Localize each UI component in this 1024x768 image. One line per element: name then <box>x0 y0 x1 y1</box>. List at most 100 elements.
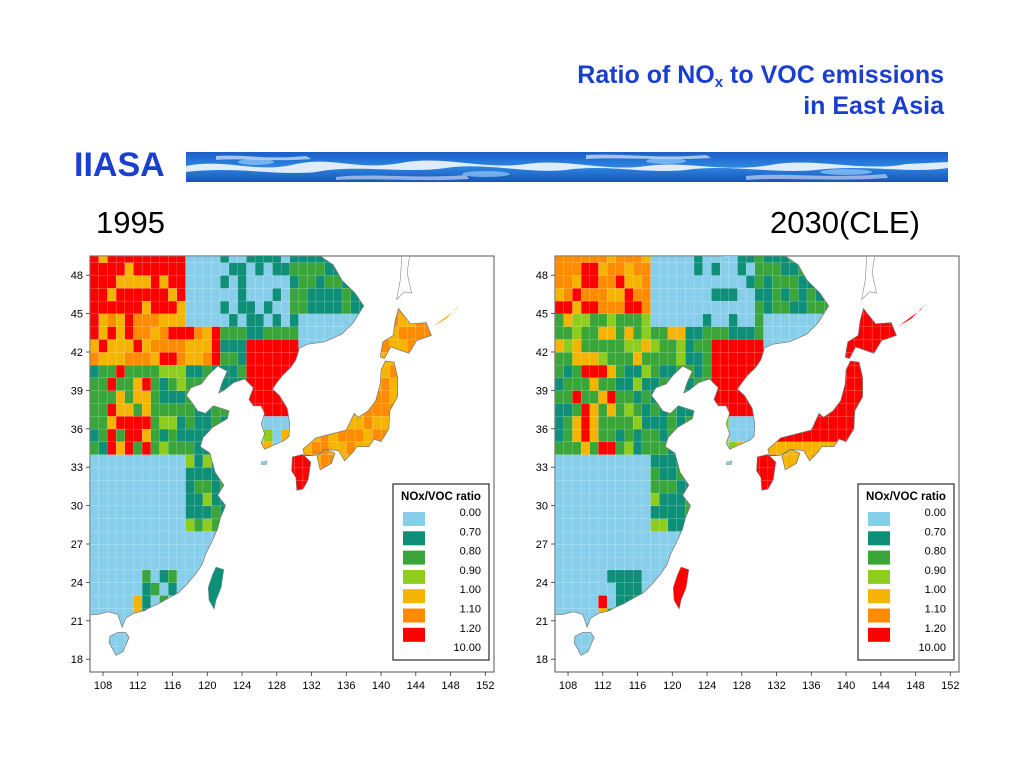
grid-cell <box>555 287 565 302</box>
grid-cell <box>194 287 204 302</box>
grid-cell <box>589 441 599 455</box>
legend-value: 10.00 <box>918 642 946 654</box>
grid-cell <box>580 326 591 340</box>
grid-cell <box>272 339 282 353</box>
grid-cell <box>141 428 152 443</box>
grid-cell <box>272 300 282 315</box>
grid-cell <box>572 313 582 327</box>
grid-cell <box>863 326 873 340</box>
grid-cell <box>693 262 704 276</box>
grid-cell <box>246 364 256 379</box>
grid-cell <box>141 287 152 302</box>
grid-cell <box>141 326 152 340</box>
grid-cell <box>150 492 160 507</box>
grid-cell <box>159 351 169 366</box>
grid-cell <box>263 364 273 379</box>
grid-cell <box>90 415 100 430</box>
grid-cell <box>580 492 591 507</box>
grid-cell <box>159 543 169 558</box>
grid-cell <box>168 518 178 532</box>
grid-cell <box>194 518 204 532</box>
grid-cell <box>98 569 108 583</box>
grid-cell <box>615 467 625 481</box>
grid-cell <box>555 569 565 583</box>
grid-cell <box>168 287 178 302</box>
grid-cell <box>98 256 108 263</box>
grid-cell <box>624 479 634 494</box>
grid-cell <box>737 339 747 353</box>
grid-cell <box>563 415 573 430</box>
grid-cell <box>606 377 617 391</box>
grid-cell <box>650 326 660 340</box>
grid-cell <box>124 351 134 366</box>
grid-cell <box>555 390 565 404</box>
grid-cell <box>124 454 134 468</box>
x-tick-label: 116 <box>629 680 647 692</box>
grid-cell <box>176 505 187 519</box>
grid-cell <box>676 313 686 327</box>
grid-cell <box>580 428 591 443</box>
grid-cell <box>737 415 747 430</box>
grid-cell <box>107 351 117 366</box>
grid-cell <box>693 339 704 353</box>
map-label-2030: 2030(CLE) <box>770 205 920 240</box>
grid-cell <box>815 300 825 315</box>
grid-cell <box>763 300 773 315</box>
grid-cell <box>124 390 134 404</box>
grid-cell <box>572 415 582 430</box>
grid-cell <box>133 505 143 519</box>
grid-cell <box>633 262 643 276</box>
grid-cell <box>580 633 591 647</box>
legend-swatch <box>868 512 890 526</box>
grid-cell <box>115 582 126 596</box>
grid-cell <box>650 351 660 366</box>
grid-cell <box>606 467 617 481</box>
grid-cell <box>606 275 617 289</box>
grid-cell <box>150 287 160 302</box>
grid-cell <box>572 531 582 545</box>
grid-cell <box>719 262 730 276</box>
grid-cell <box>650 441 660 455</box>
grid-cell <box>711 351 721 366</box>
grid-cell <box>98 326 108 340</box>
grid-cell <box>194 415 204 430</box>
y-tick-label: 33 <box>71 462 83 474</box>
grid-cell <box>141 531 152 545</box>
grid-cell <box>341 313 352 327</box>
grid-cell <box>624 518 634 532</box>
grid-cell <box>141 582 152 596</box>
grid-cell <box>237 364 247 379</box>
grid-cell <box>307 326 317 340</box>
grid-cell <box>563 518 573 532</box>
grid-cell <box>598 454 608 468</box>
grid-cell <box>280 256 291 263</box>
grid-cell <box>272 262 282 276</box>
grid-cell <box>555 467 565 481</box>
grid-cell <box>168 256 178 263</box>
grid-cell <box>633 492 643 507</box>
grid-cell <box>141 518 152 532</box>
grid-cell <box>754 256 764 263</box>
grid-cell <box>754 262 764 276</box>
grid-cell <box>133 479 143 494</box>
y-tick-label: 39 <box>71 385 83 397</box>
grid-cell <box>737 275 747 289</box>
grid-cell <box>98 300 108 315</box>
grid-cell <box>159 364 169 379</box>
grid-cell <box>580 377 591 391</box>
grid-cell <box>580 351 591 366</box>
grid-cell <box>150 454 160 468</box>
legend-swatch <box>868 627 890 642</box>
grid-cell <box>780 313 791 327</box>
grid-cell <box>676 505 686 519</box>
grid-cell <box>685 287 695 302</box>
grid-cell <box>176 403 187 417</box>
grid-cell <box>107 390 117 404</box>
grid-cell <box>641 377 652 391</box>
grid-cell <box>798 300 808 315</box>
grid-cell <box>702 262 712 276</box>
grid-cell <box>133 454 143 468</box>
grid-cell <box>107 556 117 571</box>
grid-cell <box>98 275 108 289</box>
grid-cell <box>572 262 582 276</box>
